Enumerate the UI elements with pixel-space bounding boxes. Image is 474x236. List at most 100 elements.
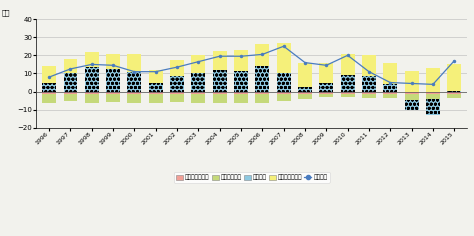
Bar	[383, 94, 397, 98]
Bar	[128, 94, 141, 102]
Bar	[106, 69, 120, 92]
Bar	[191, 92, 205, 94]
Bar	[85, 92, 99, 94]
Bar	[426, 92, 440, 94]
Bar	[362, 92, 376, 94]
Bar	[277, 72, 291, 92]
Bar	[277, 43, 291, 72]
Bar	[383, 84, 397, 92]
Bar	[42, 66, 56, 84]
Bar	[128, 92, 141, 94]
Bar	[255, 92, 269, 94]
Bar	[255, 66, 269, 92]
Bar	[447, 94, 461, 98]
Bar	[426, 99, 440, 115]
Bar	[149, 92, 163, 94]
Bar	[64, 73, 77, 92]
Bar	[319, 92, 333, 94]
Bar	[128, 72, 141, 92]
Bar	[383, 63, 397, 84]
Bar	[234, 92, 248, 94]
Text: 兆円: 兆円	[2, 9, 10, 16]
Bar	[64, 92, 77, 94]
Bar	[149, 94, 163, 102]
Bar	[405, 71, 419, 92]
Bar	[319, 84, 333, 92]
Bar	[64, 94, 77, 101]
Bar	[362, 94, 376, 98]
Bar	[383, 84, 397, 92]
Bar	[191, 73, 205, 92]
Bar	[405, 100, 419, 110]
Bar	[255, 43, 269, 66]
Bar	[341, 55, 355, 75]
Bar	[213, 92, 227, 94]
Bar	[277, 94, 291, 101]
Bar	[64, 59, 77, 73]
Bar	[170, 76, 184, 92]
Bar	[341, 75, 355, 92]
Bar	[85, 94, 99, 102]
Bar	[106, 92, 120, 94]
Bar	[426, 94, 440, 99]
Bar	[298, 87, 312, 92]
Bar	[341, 92, 355, 94]
Bar	[277, 92, 291, 94]
Bar	[106, 69, 120, 92]
Bar	[319, 94, 333, 97]
Bar	[234, 50, 248, 71]
Bar	[234, 71, 248, 92]
Bar	[234, 71, 248, 92]
Bar	[426, 68, 440, 92]
Bar	[170, 92, 184, 94]
Bar	[362, 55, 376, 76]
Legend: 第二次所得収支, サービス収支, 貿易収支, 第一次所得収支, 経常収支: 第二次所得収支, サービス収支, 貿易収支, 第一次所得収支, 経常収支	[174, 172, 329, 182]
Bar	[170, 76, 184, 92]
Bar	[85, 67, 99, 92]
Bar	[255, 94, 269, 102]
Bar	[128, 55, 141, 72]
Bar	[106, 55, 120, 69]
Bar	[234, 94, 248, 102]
Bar	[128, 72, 141, 92]
Bar	[170, 94, 184, 102]
Bar	[341, 75, 355, 92]
Bar	[42, 94, 56, 103]
Bar	[149, 84, 163, 92]
Bar	[447, 91, 461, 92]
Bar	[447, 92, 461, 94]
Bar	[191, 55, 205, 73]
Bar	[213, 51, 227, 70]
Bar	[85, 67, 99, 92]
Bar	[85, 52, 99, 67]
Bar	[64, 73, 77, 92]
Bar	[298, 92, 312, 94]
Bar	[213, 94, 227, 102]
Bar	[213, 70, 227, 92]
Bar	[383, 92, 397, 94]
Bar	[170, 60, 184, 76]
Bar	[42, 92, 56, 94]
Bar	[213, 70, 227, 92]
Bar	[447, 91, 461, 92]
Bar	[149, 70, 163, 84]
Bar	[149, 84, 163, 92]
Bar	[298, 63, 312, 87]
Bar	[277, 72, 291, 92]
Bar	[106, 94, 120, 102]
Bar	[255, 66, 269, 92]
Bar	[191, 73, 205, 92]
Bar	[447, 64, 461, 91]
Bar	[362, 76, 376, 92]
Bar	[42, 84, 56, 92]
Bar	[298, 87, 312, 92]
Bar	[362, 76, 376, 92]
Bar	[319, 84, 333, 92]
Bar	[191, 94, 205, 102]
Bar	[405, 92, 419, 94]
Bar	[405, 100, 419, 110]
Bar	[426, 99, 440, 115]
Bar	[319, 63, 333, 84]
Bar	[341, 94, 355, 97]
Bar	[405, 94, 419, 100]
